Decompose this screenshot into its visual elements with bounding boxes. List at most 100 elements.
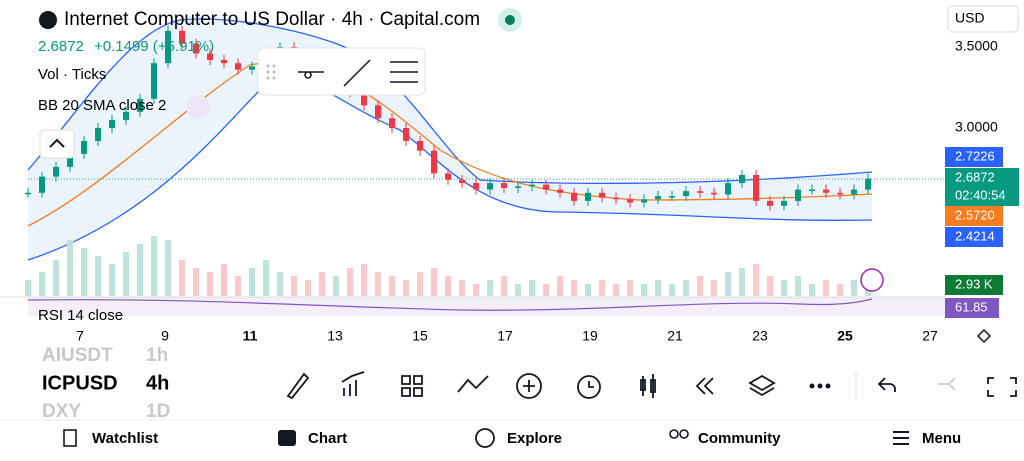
price-label: 3.0000: [955, 119, 998, 135]
candle: [725, 183, 731, 195]
volume-bar: [543, 284, 549, 296]
settings-icon[interactable]: [976, 328, 992, 344]
candle: [669, 196, 675, 198]
object-tree[interactable]: [748, 374, 776, 397]
fullscreen[interactable]: [987, 377, 1017, 397]
candle: [235, 63, 241, 70]
replay[interactable]: [695, 377, 714, 395]
date-label: 7: [76, 328, 84, 344]
collapse-button[interactable]: [39, 129, 75, 159]
currency-select[interactable]: [947, 5, 1019, 33]
volume-bar: [179, 260, 185, 296]
date-label: 15: [412, 328, 428, 344]
candle: [95, 128, 101, 141]
symbol[interactable]: AIUSDT: [42, 345, 113, 366]
undo[interactable]: [877, 377, 896, 392]
candle: [109, 119, 115, 128]
volume-bar: [347, 268, 353, 296]
volume-bar: [571, 280, 577, 296]
price-label: 3.5000: [955, 38, 998, 54]
rsi-line: [27, 298, 873, 311]
indicator-toggle[interactable]: [186, 95, 210, 119]
volume-bar: [473, 284, 479, 296]
candle: [795, 189, 801, 201]
price-change: +0.1499 (+5.91%): [94, 38, 214, 55]
date-label: 13: [327, 328, 343, 344]
volume-bar: [165, 240, 171, 296]
volume-bar: [375, 272, 381, 296]
candle: [165, 30, 171, 64]
candle: [137, 98, 143, 112]
candle: [851, 189, 857, 195]
volume-bar: [417, 272, 423, 296]
volume-bar: [109, 264, 115, 296]
chart-type[interactable]: [640, 374, 656, 398]
candle: [25, 192, 31, 195]
last-value: 2.6872: [955, 169, 995, 184]
candle: [501, 183, 507, 188]
volume-bar: [823, 280, 829, 296]
candle: [445, 173, 451, 180]
volume-bar: [459, 280, 465, 296]
symbol-logo: [39, 11, 57, 29]
nav-item[interactable]: Community: [698, 430, 781, 447]
volume-bar: [529, 280, 535, 296]
rsi-value: 61.85: [955, 299, 988, 314]
volume-value: 2.93 K: [955, 276, 993, 291]
candle: [207, 53, 213, 60]
volume-bar: [557, 276, 563, 296]
candle: [739, 174, 745, 184]
candle: [571, 192, 577, 201]
alert-icon[interactable]: [860, 268, 884, 292]
status-dot: [505, 15, 515, 25]
volume-bar: [137, 244, 143, 296]
candle: [515, 186, 521, 188]
volume-bar: [95, 256, 101, 296]
date-label: 17: [497, 328, 513, 344]
interval[interactable]: 1h: [146, 345, 168, 366]
candle: [375, 105, 381, 119]
draw-tool[interactable]: [286, 372, 310, 400]
badge: [945, 227, 1003, 247]
candle: [655, 196, 661, 200]
volume-bar: [235, 276, 241, 296]
add-symbol[interactable]: [516, 373, 542, 399]
symbol[interactable]: ICPUSD: [42, 372, 118, 394]
nav-item[interactable]: Menu: [922, 430, 961, 447]
candle: [585, 192, 591, 201]
volume-bar: [123, 252, 129, 296]
interval[interactable]: 1D: [146, 401, 170, 422]
volume-bar: [669, 284, 675, 296]
candle: [67, 153, 73, 167]
candle: [53, 166, 59, 177]
rsi-pane: [28, 297, 945, 316]
interval[interactable]: 4h: [146, 372, 169, 394]
horizontal-line-tool[interactable]: [298, 71, 324, 79]
volume-bar: [501, 276, 507, 296]
volume-bar: [403, 280, 409, 296]
candle: [221, 59, 227, 64]
volume-bar: [851, 280, 857, 296]
volume-bar: [319, 272, 325, 296]
nav-item[interactable]: Chart: [308, 430, 347, 447]
alerts[interactable]: [577, 375, 601, 399]
symbol[interactable]: DXY: [42, 401, 81, 422]
nav-item[interactable]: Watchlist: [92, 430, 158, 447]
chart-title: Internet Computer to US Dollar · 4h · Ca…: [64, 9, 480, 30]
bb-legend: BB 20 SMA close 2: [38, 97, 166, 114]
indicators[interactable]: [341, 371, 365, 396]
candle: [823, 189, 829, 193]
rsi-legend: RSI 14 close: [38, 307, 123, 324]
volume-bar: [641, 284, 647, 296]
date-label: 21: [667, 328, 683, 344]
volume-bar: [53, 260, 59, 296]
compare[interactable]: [457, 375, 489, 393]
badge: [945, 298, 999, 318]
community-icon: [669, 429, 679, 439]
layouts[interactable]: [401, 375, 423, 397]
candle: [179, 30, 185, 44]
nav-item[interactable]: Explore: [507, 430, 562, 447]
trend-line-tool[interactable]: [343, 59, 371, 87]
fib-tool[interactable]: [390, 61, 418, 83]
candle: [473, 183, 479, 190]
